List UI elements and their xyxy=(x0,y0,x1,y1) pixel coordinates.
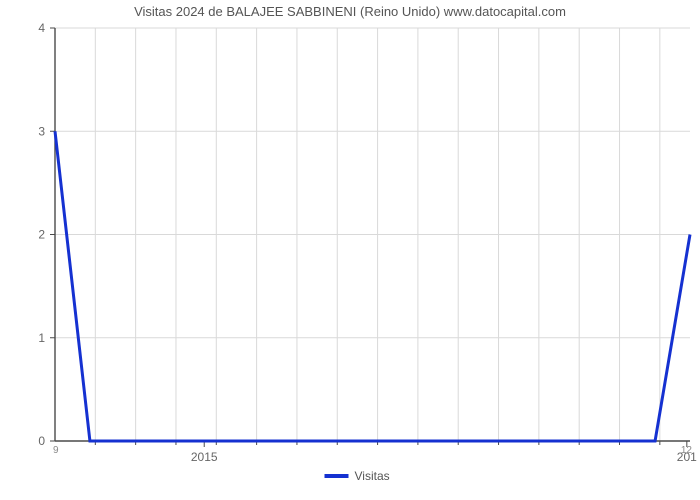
y-tick-label: 2 xyxy=(38,228,45,242)
y-tick-label: 4 xyxy=(38,21,45,35)
x-sublabel: 12 xyxy=(681,445,693,456)
y-axis-ticks: 0 1 2 3 4 xyxy=(38,21,55,448)
y-tick-label: 1 xyxy=(38,331,45,345)
x-axis-ticks: 2015201 xyxy=(191,441,697,464)
legend: Visitas xyxy=(325,469,390,483)
legend-swatch xyxy=(325,474,349,478)
x-tick-label: 2015 xyxy=(191,450,218,464)
line-chart: 01234 2015201 912 Visitas xyxy=(0,0,700,500)
y-tick-label: 3 xyxy=(38,124,45,138)
legend-label: Visitas xyxy=(355,469,390,483)
chart-title: Visitas 2024 de BALAJEE SABBINENI (Reino… xyxy=(0,4,700,19)
x-axis-sublabels: 9 12 xyxy=(53,445,692,456)
x-sublabel: 9 xyxy=(53,445,59,456)
y-tick-label: 0 xyxy=(38,434,45,448)
